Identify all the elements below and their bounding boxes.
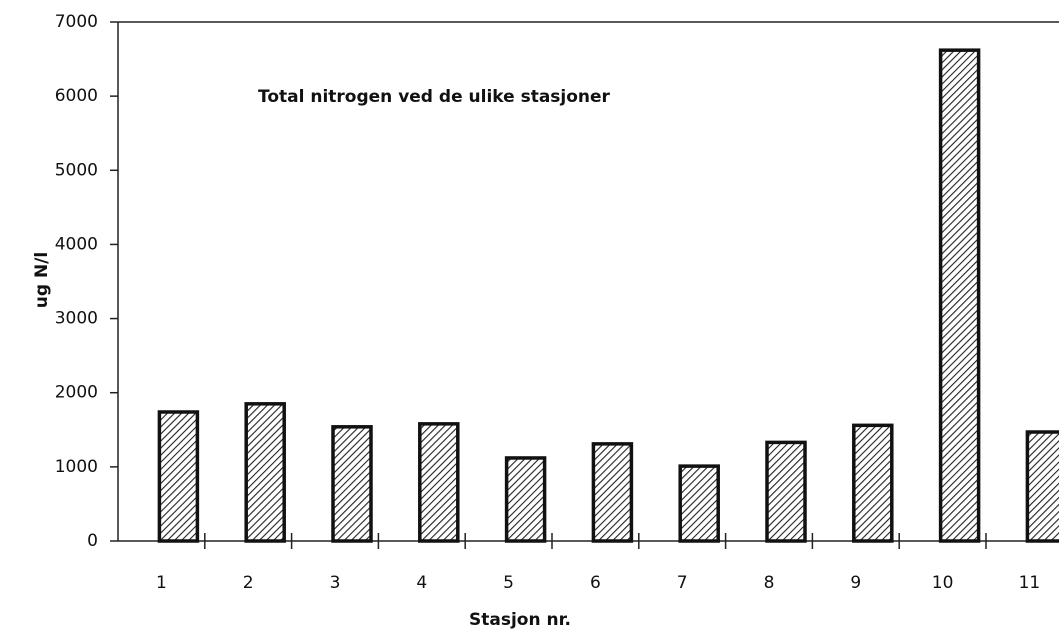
bar	[678, 464, 720, 543]
x-tick-label: 1	[156, 573, 167, 593]
y-tick-label: 5000	[55, 160, 98, 180]
y-tick-label: 6000	[55, 86, 98, 106]
x-tick-label: 11	[1019, 573, 1041, 593]
x-tick-label: 6	[590, 573, 601, 593]
y-tick-label: 2000	[55, 383, 98, 403]
x-tick-label: 2	[243, 573, 254, 593]
y-tick-label: 7000	[55, 12, 98, 32]
x-tick-label: 7	[677, 573, 688, 593]
bar	[852, 423, 894, 543]
chart-title: Total nitrogen ved de ulike stasjoner	[258, 87, 611, 107]
y-tick-label: 1000	[55, 457, 98, 477]
bar	[157, 410, 200, 543]
bar	[418, 422, 460, 543]
y-tick-label: 3000	[55, 309, 98, 329]
x-tick-label: 5	[503, 573, 514, 593]
x-tick-label: 10	[932, 573, 954, 593]
y-tick-label: 0	[87, 531, 98, 551]
x-axis-label: Stasjon nr.	[469, 610, 571, 630]
bar	[331, 425, 373, 543]
bar	[1025, 430, 1059, 543]
x-tick-label: 8	[764, 573, 775, 593]
x-tick-label: 9	[850, 573, 861, 593]
y-tick-label: 4000	[55, 234, 98, 254]
y-axis-label: ug N/l	[32, 252, 52, 308]
bar	[591, 442, 634, 543]
bar	[504, 456, 547, 543]
bar	[938, 48, 981, 543]
x-tick-label: 4	[416, 573, 427, 593]
bar	[765, 440, 807, 543]
bar	[244, 402, 286, 543]
x-tick-label: 3	[330, 573, 341, 593]
